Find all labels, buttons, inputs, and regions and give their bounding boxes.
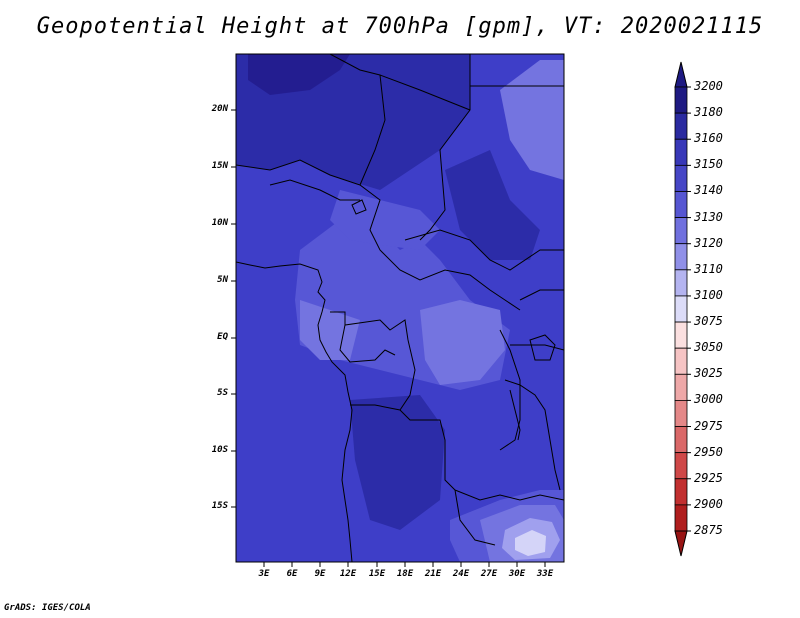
colorbar-label: 3120: [694, 235, 723, 250]
lon-label: 24E: [452, 569, 470, 579]
lon-label: 27E: [480, 569, 498, 579]
colorbar-segment: [674, 373, 688, 401]
colorbar-segment: [674, 426, 688, 454]
colorbar-label: 3110: [694, 261, 723, 276]
colorbar-segment: [674, 138, 688, 166]
colorbar-label: 2875: [694, 523, 723, 537]
colorbar-segment: [674, 269, 688, 297]
border-12: [454, 489, 564, 501]
map-frame: [235, 53, 565, 563]
border-15: [510, 344, 564, 351]
border-6: [269, 179, 360, 201]
lat-label: 5S: [217, 388, 228, 398]
lat-ticks: [231, 109, 236, 508]
lake-tanganyika: [509, 389, 521, 441]
colorbar-bottom-arrow: [674, 530, 688, 557]
colorbar-label: 3160: [694, 131, 723, 146]
colorbar-label: 3025: [694, 366, 723, 381]
border-7: [330, 311, 409, 341]
field-palest-southeast: [515, 530, 546, 556]
border-9: [350, 404, 456, 491]
colorbar-segment: [674, 400, 688, 427]
colorbar-label: 3140: [694, 183, 723, 198]
border-5: [329, 54, 471, 111]
colorbar-segment: [674, 504, 688, 532]
lon-label: 33E: [536, 569, 554, 579]
field-lighter-east: [500, 60, 564, 180]
colorbar-label: 2950: [694, 444, 723, 459]
lon-label: 18E: [396, 569, 414, 579]
border-3: [419, 54, 471, 241]
chart-title: Geopotential Height at 700hPa [gpm], VT:…: [36, 14, 764, 39]
lat-label: 10S: [211, 445, 228, 455]
colorbar: [674, 61, 691, 557]
lon-ticks: [263, 562, 546, 567]
colorbar-label: 3130: [694, 209, 723, 224]
colorbar-label: 2975: [694, 418, 723, 433]
border-13: [454, 489, 496, 546]
colorbar-top-arrow: [674, 61, 688, 88]
lon-label: 21E: [424, 569, 442, 579]
colorbar-segment: [674, 112, 688, 140]
colorbar-label: 2900: [694, 496, 723, 511]
map-field: [236, 54, 564, 562]
colorbar-label: 3075: [694, 314, 723, 329]
colorbar-segment: [674, 243, 688, 271]
lon-label: 15E: [368, 569, 386, 579]
colorbar-label: 3200: [694, 79, 723, 93]
colorbar-segment: [674, 347, 688, 375]
lat-label: 10N: [211, 218, 228, 228]
border-17: [404, 229, 564, 271]
colorbar-segment: [674, 217, 688, 245]
field-dark-east: [445, 150, 540, 260]
border-2: [359, 74, 386, 186]
colorbar-segment: [674, 295, 688, 323]
colorbar-label: 3050: [694, 340, 723, 355]
colorbar-label: 2925: [694, 470, 723, 485]
border-8: [339, 324, 396, 363]
lon-label: 12E: [339, 569, 357, 579]
lat-label: 5N: [217, 275, 228, 285]
lat-label: 20N: [211, 104, 228, 114]
border-1: [236, 159, 521, 311]
field-dark-south: [350, 395, 445, 530]
field-light-sahel: [330, 190, 440, 250]
lat-label: 15S: [211, 501, 228, 511]
border-14: [519, 289, 564, 301]
field-darker-northwest: [248, 54, 350, 95]
lat-label: EQ: [217, 332, 228, 342]
footer-credit: GrADS: IGES/COLA: [4, 603, 91, 613]
border-11: [499, 329, 521, 451]
border-16: [504, 379, 561, 491]
coastline-west: [236, 261, 353, 562]
borders: [236, 54, 564, 562]
colorbar-segment: [674, 478, 688, 506]
colorbar-label: 3100: [694, 287, 723, 302]
lon-label: 30E: [508, 569, 526, 579]
colorbar-segment: [674, 452, 688, 480]
colorbar-segment: [674, 191, 688, 218]
colorbar-segment: [674, 164, 688, 192]
border-10: [399, 339, 416, 411]
lake-victoria: [529, 334, 556, 361]
colorbar-segment: [674, 86, 688, 114]
colorbar-label: 3000: [694, 392, 723, 407]
lon-label: 6E: [286, 569, 298, 579]
lat-label: 15N: [211, 161, 228, 171]
lon-label: 3E: [258, 569, 270, 579]
colorbar-label: 3180: [694, 105, 723, 120]
lake-chad: [351, 199, 367, 215]
field-lighter-congo: [420, 300, 505, 385]
lon-label: 9E: [314, 569, 326, 579]
colorbar-label: 3150: [694, 157, 723, 172]
colorbar-segment: [674, 321, 688, 349]
